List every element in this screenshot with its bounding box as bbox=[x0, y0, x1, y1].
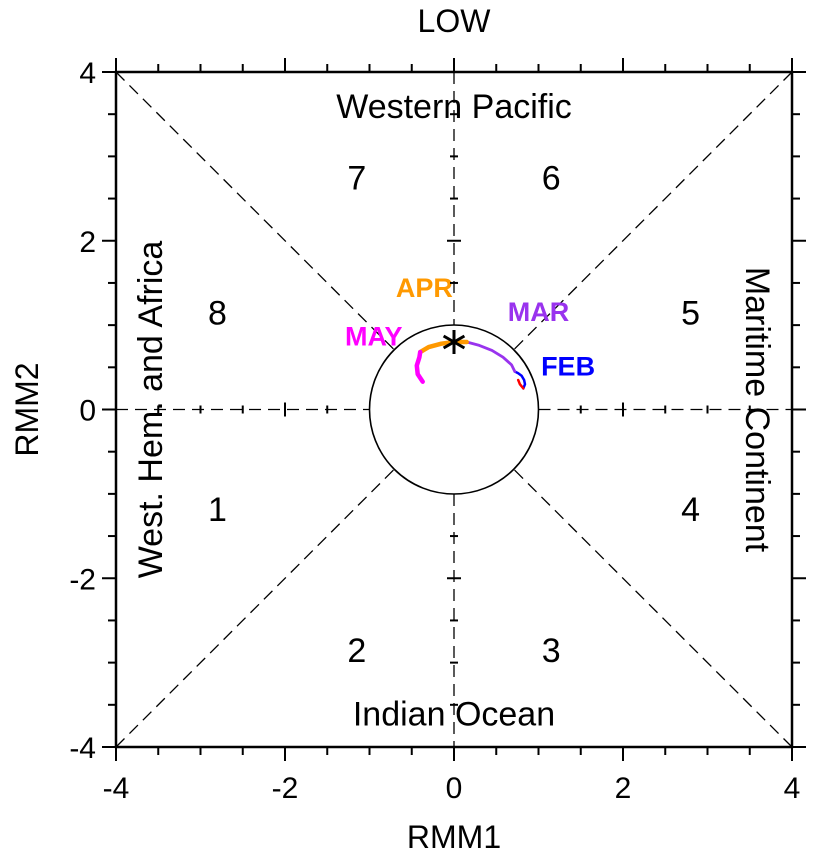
y-tick-label: -4 bbox=[69, 732, 96, 765]
x-tick-label: -2 bbox=[272, 772, 299, 805]
end-marker-asterisk bbox=[442, 330, 466, 354]
x-tick-label: 4 bbox=[784, 772, 801, 805]
phase-label-4: 4 bbox=[681, 491, 700, 529]
region-label-left: West. Hem. and Africa bbox=[132, 241, 170, 579]
series-line-may bbox=[414, 349, 425, 384]
series-line-apr bbox=[417, 339, 469, 355]
phase-label-8: 8 bbox=[208, 294, 227, 332]
y-tick-label: 4 bbox=[79, 57, 96, 90]
divider-top-left bbox=[115, 71, 395, 351]
axis-ticks: -4 -2 0 2 4 -4 -2 0 2 4 bbox=[69, 57, 806, 805]
x-axis-title: RMM1 bbox=[407, 819, 501, 855]
chart-labels: FEB MAR APR MAY 1 2 3 4 5 6 7 8 Western Pacific India… bbox=[9, 3, 776, 855]
series-line-mar bbox=[465, 340, 517, 373]
y-tick-label: 0 bbox=[79, 395, 96, 428]
phase-dividers bbox=[115, 71, 793, 748]
divider-bottom-right bbox=[513, 468, 793, 748]
phase-label-1: 1 bbox=[208, 491, 227, 529]
phase-label-3: 3 bbox=[542, 632, 561, 670]
phase-label-5: 5 bbox=[681, 294, 700, 332]
region-label-top: Western Pacific bbox=[336, 88, 572, 126]
series-label-apr: APR bbox=[396, 273, 453, 303]
unit-circle bbox=[368, 324, 540, 495]
y-axis-title: RMM2 bbox=[9, 362, 45, 456]
series-label-feb: FEB bbox=[541, 352, 595, 382]
phase-label-7: 7 bbox=[347, 159, 366, 197]
region-label-bottom: Indian Ocean bbox=[353, 695, 555, 733]
y-tick-label: -2 bbox=[69, 563, 96, 596]
y-tick-label: 2 bbox=[79, 226, 96, 259]
series-line-red-segment bbox=[516, 378, 525, 390]
series-label-may: MAY bbox=[345, 321, 403, 351]
divider-top-right bbox=[513, 71, 793, 351]
series-label-mar: MAR bbox=[508, 297, 570, 327]
phase-label-2: 2 bbox=[347, 632, 366, 670]
trajectory-series bbox=[414, 330, 527, 390]
unit-circle-outline bbox=[368, 324, 540, 495]
x-tick-label: 2 bbox=[615, 772, 632, 805]
phase-label-6: 6 bbox=[542, 159, 561, 197]
x-tick-label: -4 bbox=[103, 772, 130, 805]
divider-bottom-left bbox=[115, 468, 395, 748]
region-label-right: Maritime Continent bbox=[738, 267, 776, 553]
x-tick-label: 0 bbox=[446, 772, 463, 805]
chart-title: LOW bbox=[418, 3, 492, 39]
series-line-feb bbox=[513, 370, 527, 390]
